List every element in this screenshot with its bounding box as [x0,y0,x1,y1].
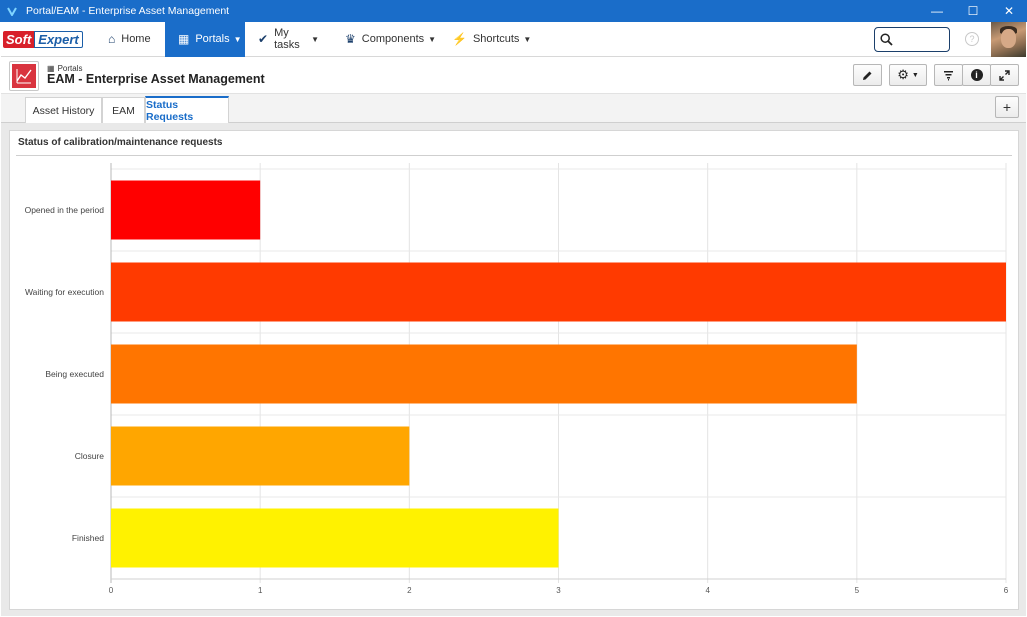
add-tab-button[interactable]: + [995,96,1019,118]
breadcrumb[interactable]: ▦ Portals [47,64,82,73]
category-label: Being executed [45,369,104,379]
close-button[interactable]: ✕ [1003,4,1015,18]
caret-down-icon: ▼ [523,34,532,44]
tab-eam[interactable]: EAM [102,97,145,123]
portal-chart-icon [9,61,39,91]
app-logo-icon [6,5,18,17]
minimize-button[interactable]: — [931,4,943,18]
x-tick-label: 6 [1004,586,1009,595]
page-title: EAM - Enterprise Asset Management [47,72,265,86]
nav-my-tasks[interactable]: ✔ My tasks ▼ [245,22,332,57]
window-titlebar: Portal/EAM - Enterprise Asset Management… [0,0,1027,22]
brand-part-1: Soft [3,30,35,48]
gear-icon: ⚙ [897,67,909,82]
grid-icon: ▦ [47,64,55,73]
home-icon: ⌂ [108,32,116,46]
expand-button[interactable] [990,64,1019,86]
nav-components-label: Components [361,33,425,45]
plus-icon: + [1002,99,1012,115]
tabs-bar: Asset History EAM Status Requests + [1,94,1026,123]
caret-down-icon: ▼ [911,71,919,79]
info-icon: i [970,69,983,81]
info-button[interactable]: i [962,64,991,86]
help-icon[interactable]: ? [965,32,979,46]
tab-status-requests[interactable]: Status Requests [145,96,229,123]
x-tick-label: 5 [855,586,860,595]
nav-shortcuts-label: Shortcuts [472,33,520,45]
expand-icon [999,69,1010,81]
nav-components[interactable]: ♛ Components ▼ [332,22,439,57]
x-tick-label: 4 [705,586,710,595]
tab-asset-history[interactable]: Asset History [25,97,102,123]
nav-portals-label: Portals [195,33,230,45]
bar-opened-in-the-period [111,180,261,240]
nav-my-tasks-label: My tasks [274,27,300,51]
bar-being-executed [111,344,857,404]
caret-down-icon: ▼ [233,34,242,44]
avatar[interactable] [991,22,1026,57]
panel-divider [16,155,1012,156]
caret-down-icon: ▼ [428,34,437,44]
brand-part-2: Expert [34,30,83,48]
breadcrumb-portals: Portals [57,64,83,73]
settings-button[interactable]: ⚙ ▼ [889,64,927,86]
caret-down-icon: ▼ [311,34,319,44]
x-tick-label: 3 [556,586,561,595]
bolt-icon: ⚡ [452,32,467,46]
bar-waiting-for-execution [111,262,1006,322]
check-icon: ✔ [258,32,269,46]
bar-closure [111,426,410,486]
nav-home-label: Home [121,33,151,45]
bar-finished [111,508,559,568]
status-bar-chart: Opened in the period Waiting for executio… [25,163,1009,595]
top-navbar: Soft Expert ⌂ Home ▦ Portals ▼ ✔ My tasks… [1,21,1026,57]
search-icon [880,33,893,46]
maximize-button[interactable]: ☐ [967,4,979,18]
category-label: Opened in the period [25,205,105,215]
nav-shortcuts[interactable]: ⚡ Shortcuts ▼ [439,22,531,57]
category-label: Waiting for execution [25,287,104,297]
edit-button[interactable] [853,64,882,86]
panel-title: Status of calibration/maintenance reques… [18,137,223,148]
softexpert-logo[interactable]: Soft Expert [3,29,95,49]
page-header: ▦ Portals EAM - Enterprise Asset Managem… [1,58,1026,94]
pencil-icon [863,71,872,80]
x-tick-label: 1 [258,586,263,595]
window-title: Portal/EAM - Enterprise Asset Management [26,5,230,17]
trophy-icon: ♛ [345,32,356,46]
nav-portals[interactable]: ▦ Portals ▼ [165,21,245,57]
filter-icon [944,70,953,80]
nav-home[interactable]: ⌂ Home [95,22,165,57]
x-tick-label: 2 [407,586,412,595]
category-label: Closure [75,451,105,461]
search-input[interactable] [874,27,950,52]
grid-icon: ▦ [178,32,190,46]
chart-panel: Status of calibration/maintenance reques… [9,130,1019,610]
x-tick-label: 0 [109,586,114,595]
category-label: Finished [72,533,104,543]
filter-button[interactable] [934,64,963,86]
content-area: Status of calibration/maintenance reques… [1,123,1026,616]
